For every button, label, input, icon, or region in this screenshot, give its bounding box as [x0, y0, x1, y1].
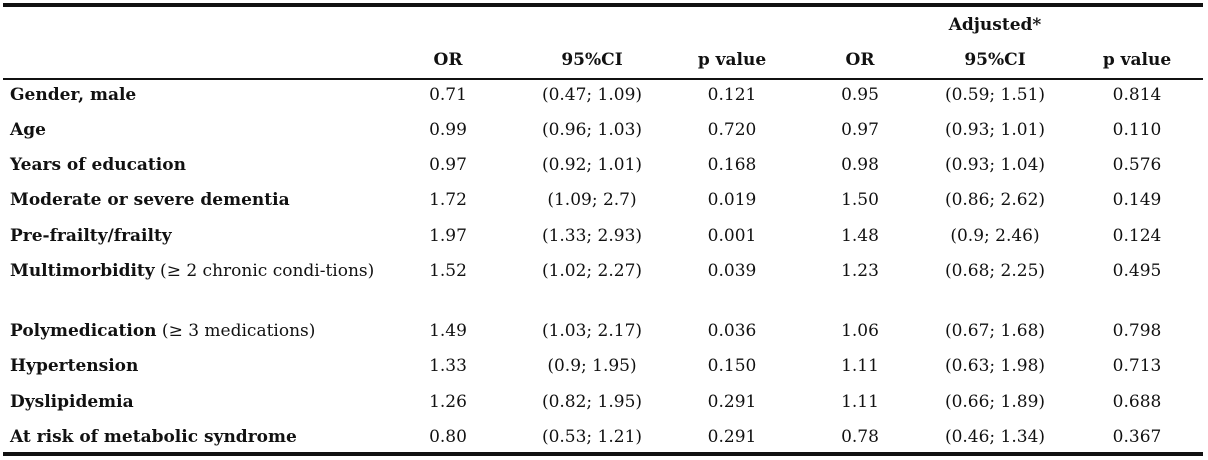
cell-ci: (0.92; 1.01) [541, 155, 643, 175]
cell-adj-p-value: 0.576 [1112, 155, 1162, 175]
table-bottom-rule [3, 452, 1203, 456]
cell-p-value: 0.019 [707, 190, 757, 210]
cell-adj-p-value: 0.798 [1112, 321, 1162, 341]
cell-adj-ci: (0.68; 2.25) [944, 261, 1046, 281]
cell-adj-or: 1.23 [841, 261, 879, 281]
col-header-adj-ci: 95%CI [964, 50, 1026, 70]
row-label: Hypertension [10, 356, 380, 376]
cell-ci: (0.96; 1.03) [541, 120, 643, 140]
cell-p-value: 0.036 [707, 321, 757, 341]
cell-p-value: 0.150 [707, 356, 757, 376]
row-label-text: Pre-frailty/frailty [10, 226, 172, 246]
row-label: Gender, male [10, 85, 380, 105]
cell-ci: (1.09; 2.7) [547, 190, 637, 210]
cell-adj-p-value: 0.149 [1112, 190, 1162, 210]
row-label-text: Polymedication [10, 321, 157, 341]
adjusted-group-header: Adjusted* [948, 15, 1042, 35]
cell-ci: (0.82; 1.95) [541, 392, 643, 412]
cell-ci: (1.03; 2.17) [541, 321, 643, 341]
cell-adj-p-value: 0.124 [1112, 226, 1162, 246]
cell-p-value: 0.168 [707, 155, 757, 175]
header-rule [3, 78, 1203, 80]
cell-or: 1.49 [429, 321, 467, 341]
row-label: Multimorbidity (≥ 2 chronic condi-tions) [10, 261, 380, 281]
cell-ci: (0.9; 1.95) [547, 356, 637, 376]
cell-adj-ci: (0.59; 1.51) [944, 85, 1046, 105]
row-label-text: Age [10, 120, 46, 140]
col-header-adj-or: OR [845, 50, 875, 70]
cell-adj-or: 1.50 [841, 190, 879, 210]
cell-adj-or: 0.98 [841, 155, 879, 175]
cell-or: 1.52 [429, 261, 467, 281]
table-top-rule [3, 3, 1203, 7]
row-label-note: (≥ 3 medications) [156, 321, 316, 341]
row-label-text: At risk of metabolic syndrome [10, 427, 297, 447]
cell-adj-ci: (0.9; 2.46) [950, 226, 1040, 246]
cell-adj-p-value: 0.367 [1112, 427, 1162, 447]
cell-adj-p-value: 0.814 [1112, 85, 1162, 105]
cell-adj-p-value: 0.688 [1112, 392, 1162, 412]
cell-or: 1.97 [429, 226, 467, 246]
cell-p-value: 0.291 [707, 427, 757, 447]
cell-p-value: 0.720 [707, 120, 757, 140]
cell-adj-or: 1.48 [841, 226, 879, 246]
row-label-text: Moderate or severe dementia [10, 190, 290, 210]
row-label-note: (≥ 2 chronic condi-tions) [154, 261, 375, 281]
row-label-text: Gender, male [10, 85, 137, 105]
cell-adj-ci: (0.46; 1.34) [944, 427, 1046, 447]
row-label-text: Multimorbidity [10, 261, 155, 281]
col-header-ci: 95%CI [561, 50, 623, 70]
cell-adj-ci: (0.93; 1.01) [944, 120, 1046, 140]
row-label-text: Hypertension [10, 356, 139, 376]
row-label-text: Years of education [10, 155, 186, 175]
cell-adj-ci: (0.63; 1.98) [944, 356, 1046, 376]
cell-or: 0.97 [429, 155, 467, 175]
cell-p-value: 0.039 [707, 261, 757, 281]
cell-ci: (0.53; 1.21) [541, 427, 643, 447]
cell-adj-or: 1.11 [841, 392, 879, 412]
cell-adj-ci: (0.86; 2.62) [944, 190, 1046, 210]
cell-adj-or: 1.11 [841, 356, 879, 376]
cell-adj-ci: (0.93; 1.04) [944, 155, 1046, 175]
cell-adj-p-value: 0.110 [1112, 120, 1162, 140]
cell-adj-p-value: 0.495 [1112, 261, 1162, 281]
cell-or: 1.33 [429, 356, 467, 376]
row-label: Years of education [10, 155, 380, 175]
cell-or: 1.72 [429, 190, 467, 210]
cell-adj-p-value: 0.713 [1112, 356, 1162, 376]
cell-p-value: 0.121 [707, 85, 757, 105]
cell-or: 0.80 [429, 427, 467, 447]
col-header-p: p value [697, 50, 767, 70]
cell-adj-ci: (0.67; 1.68) [944, 321, 1046, 341]
row-label-text: Dyslipidemia [10, 392, 134, 412]
cell-adj-or: 0.97 [841, 120, 879, 140]
cell-ci: (1.33; 2.93) [541, 226, 643, 246]
row-label: Dyslipidemia [10, 392, 380, 412]
row-label: Polymedication (≥ 3 medications) [10, 321, 380, 341]
row-label: At risk of metabolic syndrome [10, 427, 380, 447]
cell-adj-or: 1.06 [841, 321, 879, 341]
cell-or: 1.26 [429, 392, 467, 412]
cell-ci: (0.47; 1.09) [541, 85, 643, 105]
row-label: Age [10, 120, 380, 140]
cell-p-value: 0.001 [707, 226, 757, 246]
cell-or: 0.99 [429, 120, 467, 140]
col-header-or: OR [433, 50, 463, 70]
cell-p-value: 0.291 [707, 392, 757, 412]
cell-adj-ci: (0.66; 1.89) [944, 392, 1046, 412]
cell-adj-or: 0.95 [841, 85, 879, 105]
row-label: Pre-frailty/frailty [10, 226, 380, 246]
col-header-adj-p: p value [1102, 50, 1172, 70]
cell-or: 0.71 [429, 85, 467, 105]
cell-ci: (1.02; 2.27) [541, 261, 643, 281]
cell-adj-or: 0.78 [841, 427, 879, 447]
row-label: Moderate or severe dementia [10, 190, 380, 210]
